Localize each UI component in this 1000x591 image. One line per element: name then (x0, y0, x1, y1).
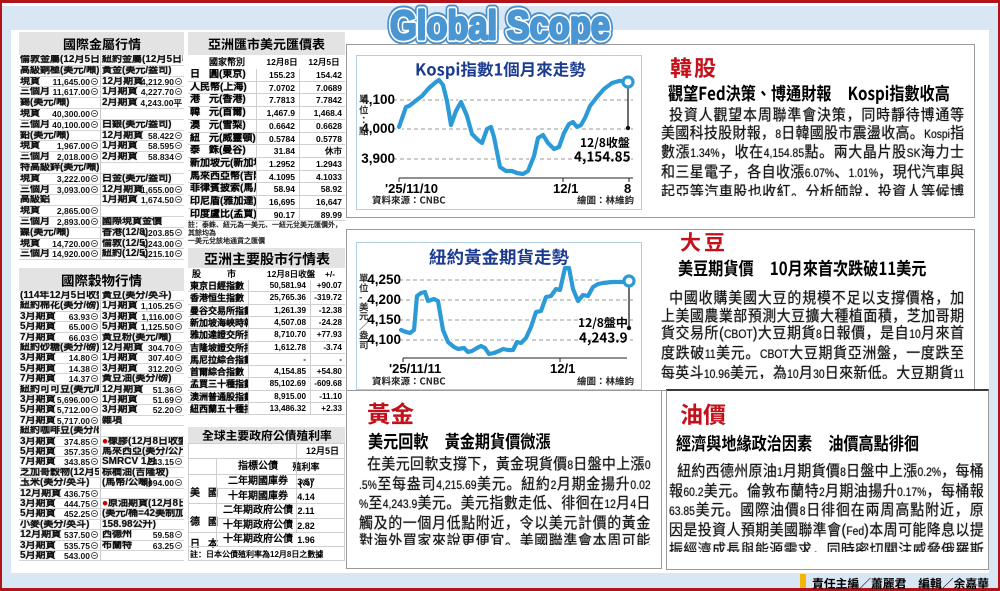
svg-text:'25/11/11: '25/11/11 (389, 361, 441, 376)
svg-text:8: 8 (624, 181, 631, 196)
svg-text:4,250: 4,250 (367, 272, 401, 287)
svg-text:'25/11/10: '25/11/10 (385, 181, 438, 196)
svg-text:Global Scope: Global Scope (390, 2, 610, 48)
svg-text:12/1: 12/1 (553, 181, 578, 196)
svg-text:4,100: 4,100 (367, 332, 401, 347)
svg-text:Global Scope: Global Scope (390, 2, 610, 48)
svg-text:4,100: 4,100 (361, 92, 395, 107)
svg-text:Global Scope: Global Scope (390, 2, 610, 48)
svg-text:3,900: 3,900 (361, 151, 395, 166)
svg-text:4,150: 4,150 (367, 312, 401, 327)
svg-text:12/1: 12/1 (550, 361, 575, 376)
svg-text:4,200: 4,200 (367, 292, 401, 307)
svg-text:4,000: 4,000 (361, 121, 395, 136)
